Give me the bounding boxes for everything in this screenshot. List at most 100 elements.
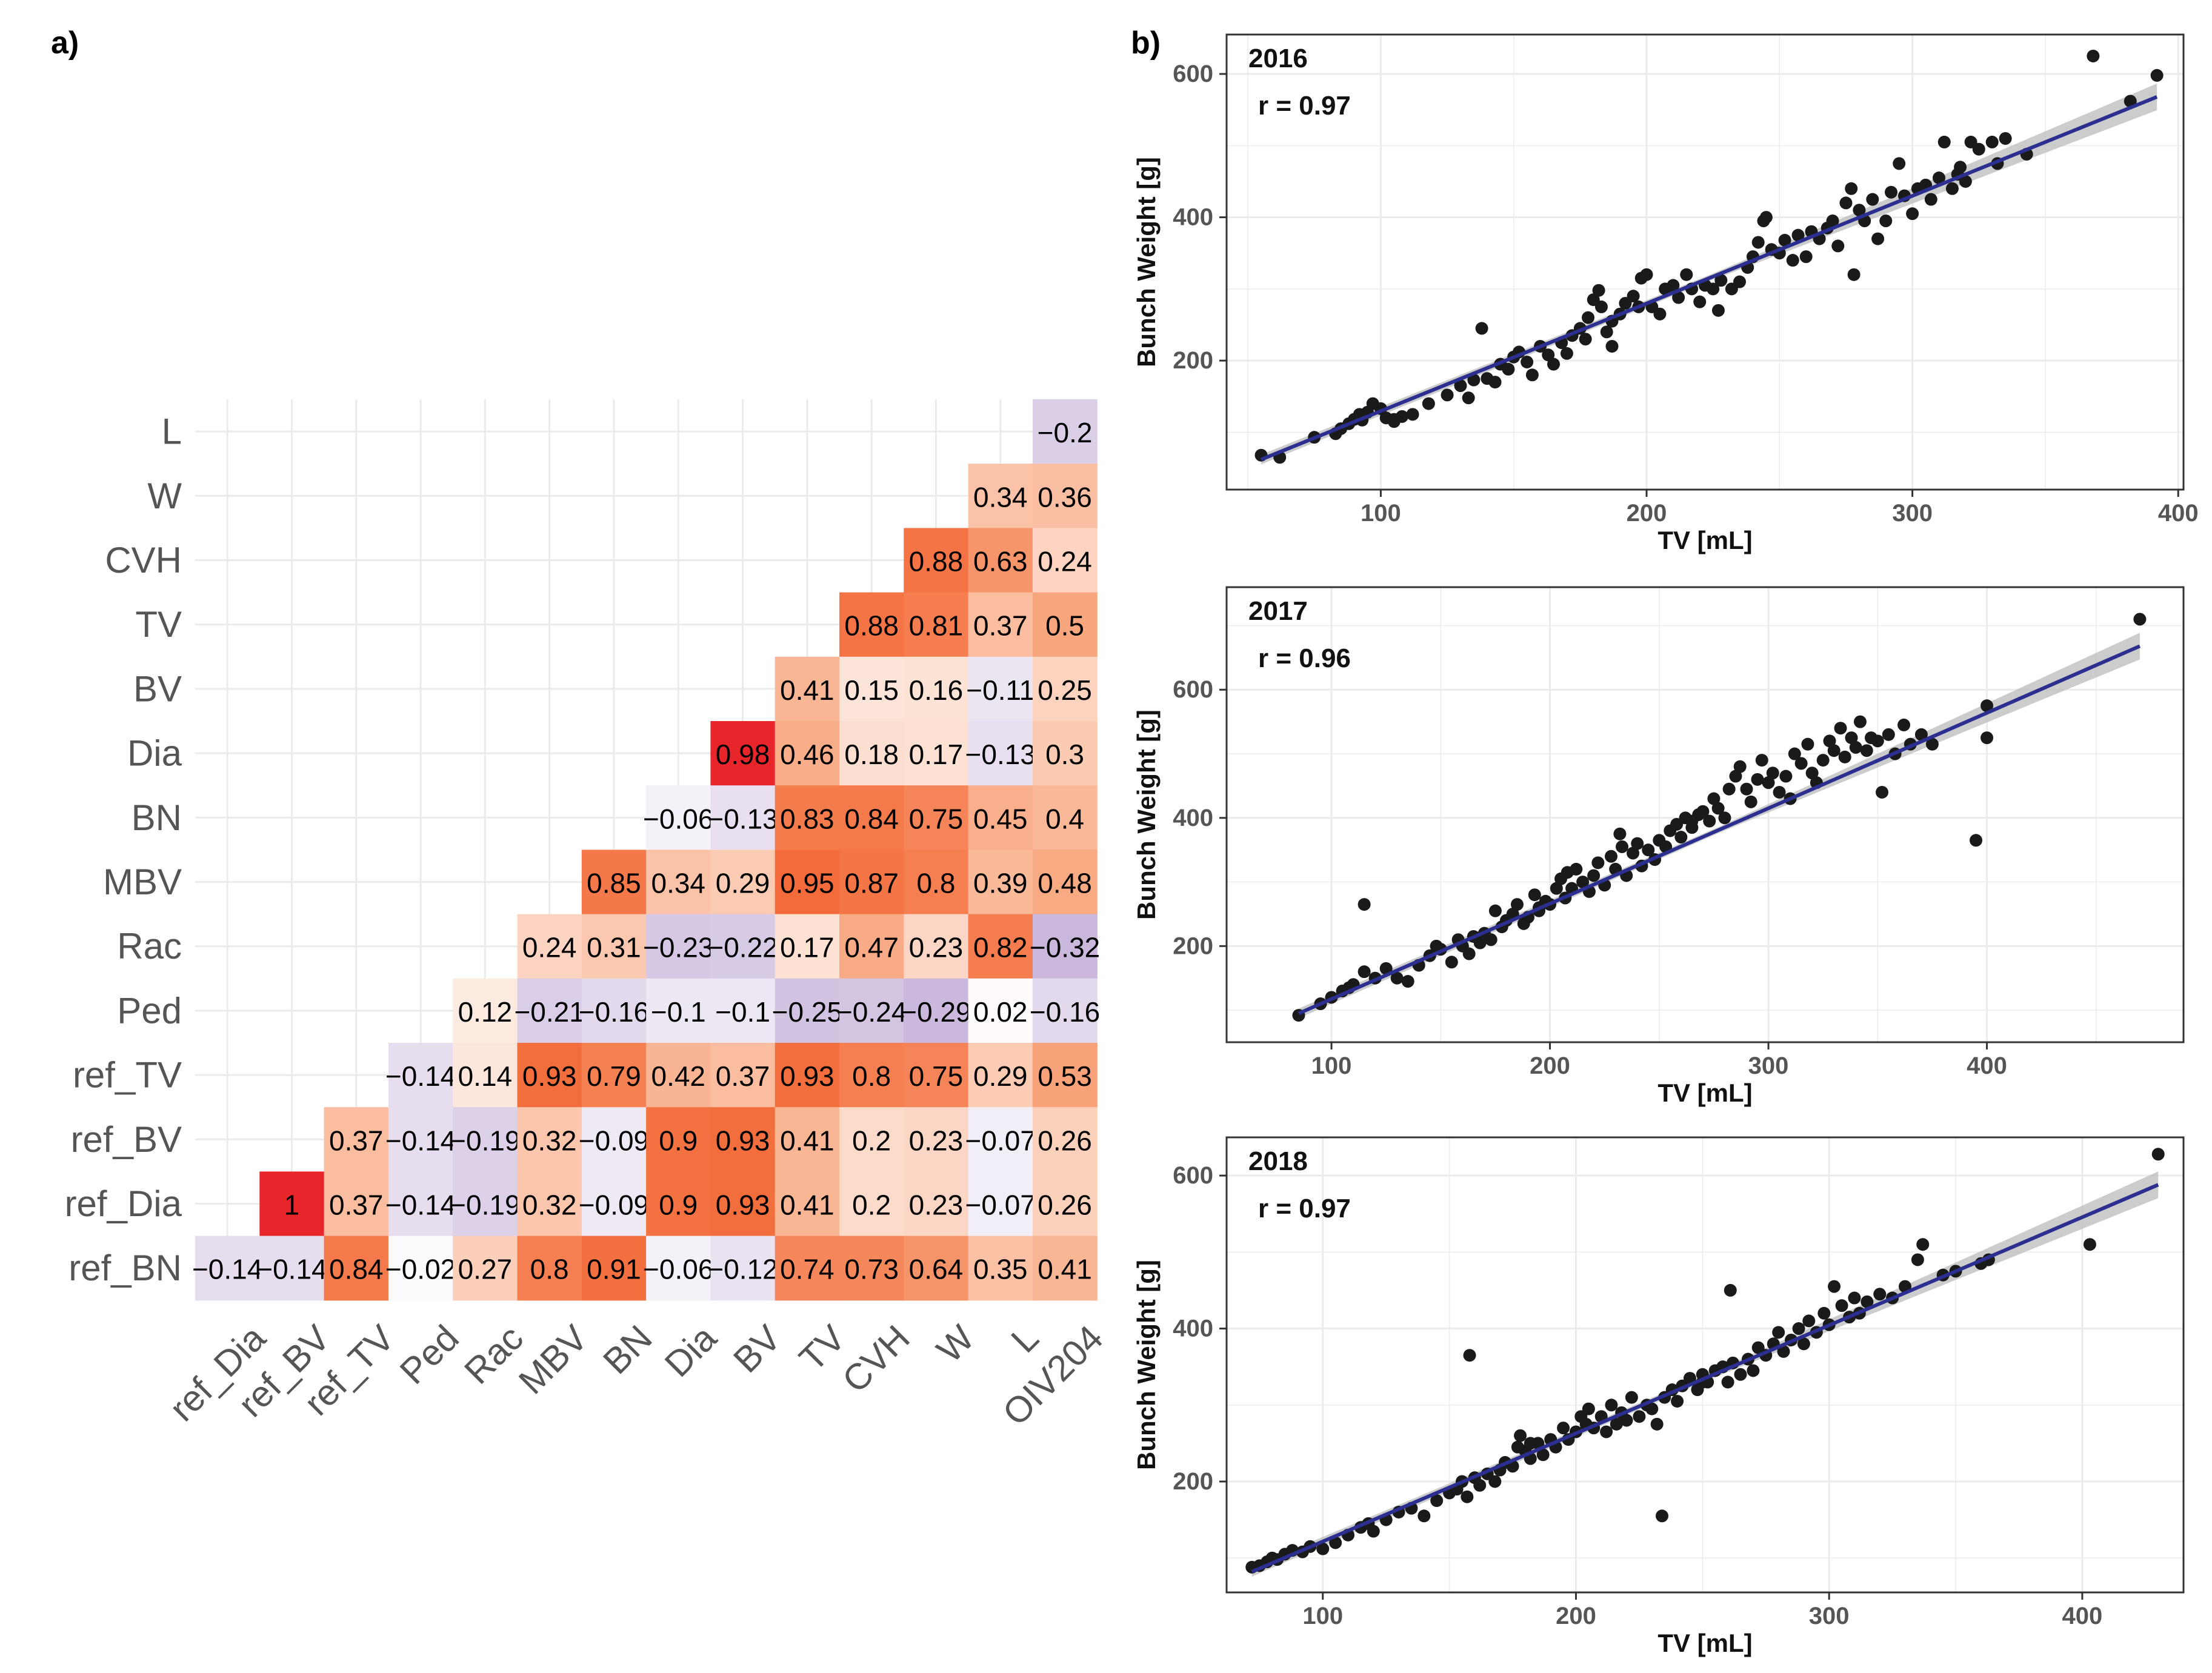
data-point [1627,290,1640,303]
heatmap-cell [775,1043,840,1108]
correlation-label: r = 0.97 [1258,1194,1351,1223]
heatmap-cell-value: 0.4 [1045,803,1084,834]
x-tick-label: 300 [1748,1053,1789,1079]
data-point [1711,304,1725,317]
x-tick-label: 300 [1809,1603,1850,1629]
heatmap-cell [388,1107,453,1172]
heatmap-cell-value: 0.37 [329,1125,384,1156]
heatmap-cell [968,1043,1033,1108]
heatmap-cell [775,656,840,722]
heatmap-cell [968,978,1033,1043]
heatmap-cell-value: 0.83 [780,803,834,834]
data-point [1751,773,1764,786]
data-point [1703,814,1716,828]
data-point [1906,207,1919,221]
data-point [1605,339,1619,353]
data-point [1734,1368,1747,1381]
data-point [1461,1490,1474,1503]
data-point [1547,358,1560,371]
heatmap-cell-value: 1 [284,1189,300,1221]
heatmap-cell [1032,1236,1098,1301]
heatmap-cell [388,1236,453,1301]
heatmap-cell [968,914,1033,979]
heatmap-cell [517,914,582,979]
data-point [1379,962,1393,975]
regression-line [1298,644,2141,1016]
heatmap-cell-value: 0.91 [587,1254,641,1285]
heatmap-cell [904,1171,969,1237]
y-tick-label: 200 [1173,347,1213,374]
heatmap-cell-value: 0.17 [780,932,834,963]
heatmap-cell [1032,399,1098,464]
data-point [1605,1399,1618,1412]
heatmap-cell [904,721,969,786]
data-point [1645,1402,1659,1415]
heatmap-row-label: L [162,411,182,452]
heatmap-cell-value: 0.46 [780,739,834,770]
data-point [1729,770,1742,783]
data-point [1441,388,1454,402]
data-point [1772,1326,1785,1339]
heatmap-cell-value: 0.82 [973,932,1028,963]
data-point [2124,95,2137,108]
heatmap-cell [904,914,969,979]
heatmap-cell-value: 0.34 [973,481,1028,513]
heatmap-cell [839,1043,904,1108]
heatmap-cell-value: 0.31 [587,932,641,963]
data-point [1924,193,1937,206]
heatmap-cell-value: −0.16 [579,996,649,1028]
heatmap-cell-value: 0.14 [458,1060,513,1092]
heatmap-cell [581,850,647,915]
data-point [1445,956,1458,969]
heatmap-cell [646,1107,711,1172]
scatter-panel-2017: 100 200 300 400 200 400 600 TV [mL] Bunch Weight… [1132,586,2185,1107]
heatmap-row-label: Ped [117,990,182,1031]
heatmap-cell [904,592,969,657]
y-tick-label: 200 [1173,933,1213,959]
data-point [1954,161,1967,174]
data-point [1655,1509,1668,1523]
data-point [1778,233,1791,247]
heatmap-row-label: W [147,476,182,516]
heatmap-cell [968,528,1033,593]
heatmap-cell [453,978,518,1043]
data-point [1358,898,1371,911]
data-point [1390,971,1404,985]
heatmap-cell-value: 0.48 [1038,868,1092,899]
data-point [1550,882,1563,895]
data-point [1592,284,1605,297]
heatmap-cell [646,914,711,979]
data-point [1610,1417,1623,1431]
data-point [1959,175,1972,188]
data-point [1395,410,1408,423]
heatmap-cell-value: 0.37 [716,1060,770,1092]
heatmap-cell [904,850,969,915]
data-point [1937,135,1951,148]
heatmap-cell-value: −0.02 [385,1254,456,1285]
heatmap-cell [517,1171,582,1237]
heatmap-cell [839,721,904,786]
data-point [1707,282,1720,296]
heatmap-cell-value: −0.07 [965,1125,1036,1156]
heatmap-cell-value: −0.32 [1030,932,1100,963]
x-tick-label: 300 [1892,500,1933,527]
heatmap-cell [839,1171,904,1237]
heatmap-cell-value: 0.64 [909,1254,964,1285]
heatmap-cell [1032,914,1098,979]
data-point [1893,157,1906,170]
heatmap-cell [775,1107,840,1172]
heatmap-cell [453,1107,518,1172]
heatmap-row-label: Dia [127,733,182,774]
data-point [1835,1299,1848,1312]
data-point [1316,1542,1330,1555]
heatmap-cell [839,785,904,850]
panel-year: 2017 [1248,596,1308,626]
y-tick-label: 400 [1173,805,1213,831]
heatmap-cell-value: −0.14 [385,1060,456,1092]
data-point [1876,785,1889,799]
data-point [1358,965,1371,979]
plot-border [1225,1136,2185,1594]
heatmap-cell [646,850,711,915]
x-tick-label: 100 [1302,1603,1343,1629]
heatmap-cell [968,656,1033,722]
